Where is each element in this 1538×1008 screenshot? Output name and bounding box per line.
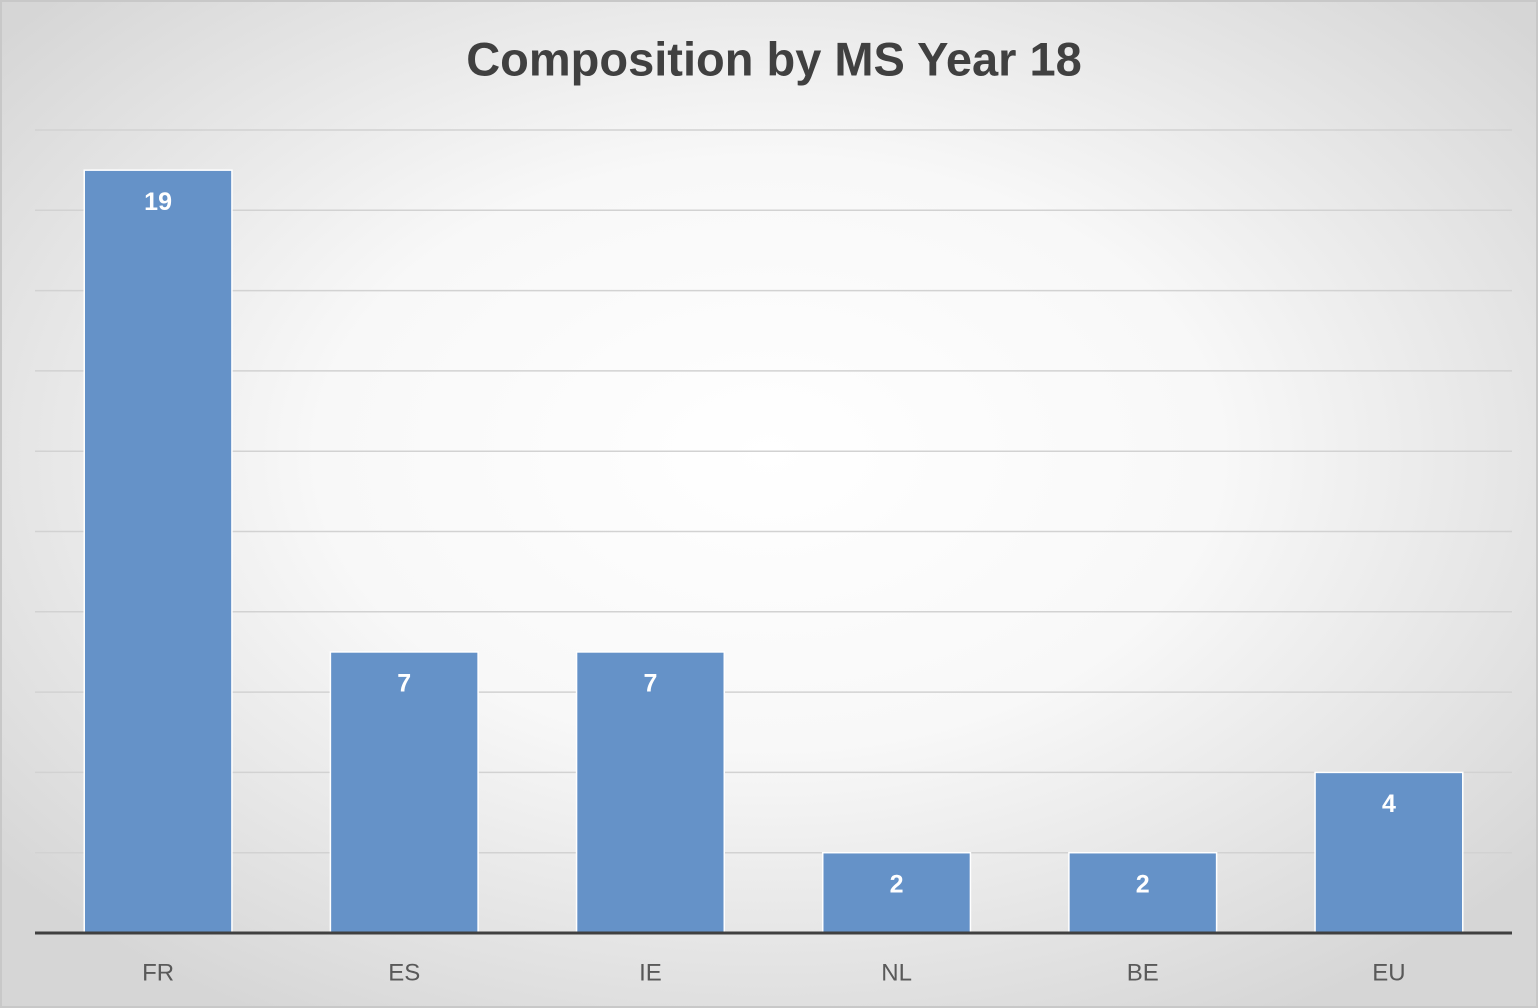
data-label: 2 [890, 870, 904, 898]
bar [1068, 851, 1218, 934]
bar [821, 851, 972, 934]
bar [83, 169, 233, 934]
x-tick-label: ES [388, 959, 420, 986]
bar [575, 651, 726, 934]
data-label: 7 [643, 670, 657, 698]
data-label: 19 [144, 188, 172, 216]
data-label: 2 [1136, 870, 1150, 898]
bar [1314, 771, 1464, 934]
x-tick-label: BE [1127, 959, 1159, 986]
bar [329, 651, 479, 934]
x-tick-label: NL [881, 959, 912, 986]
data-label: 4 [1382, 790, 1396, 818]
data-label: 7 [397, 670, 411, 698]
x-tick-label: IE [639, 959, 662, 986]
x-tick-label: FR [142, 959, 174, 986]
x-tick-label: EU [1372, 959, 1405, 986]
chart-title: Composition by MS Year 18 [466, 32, 1082, 85]
